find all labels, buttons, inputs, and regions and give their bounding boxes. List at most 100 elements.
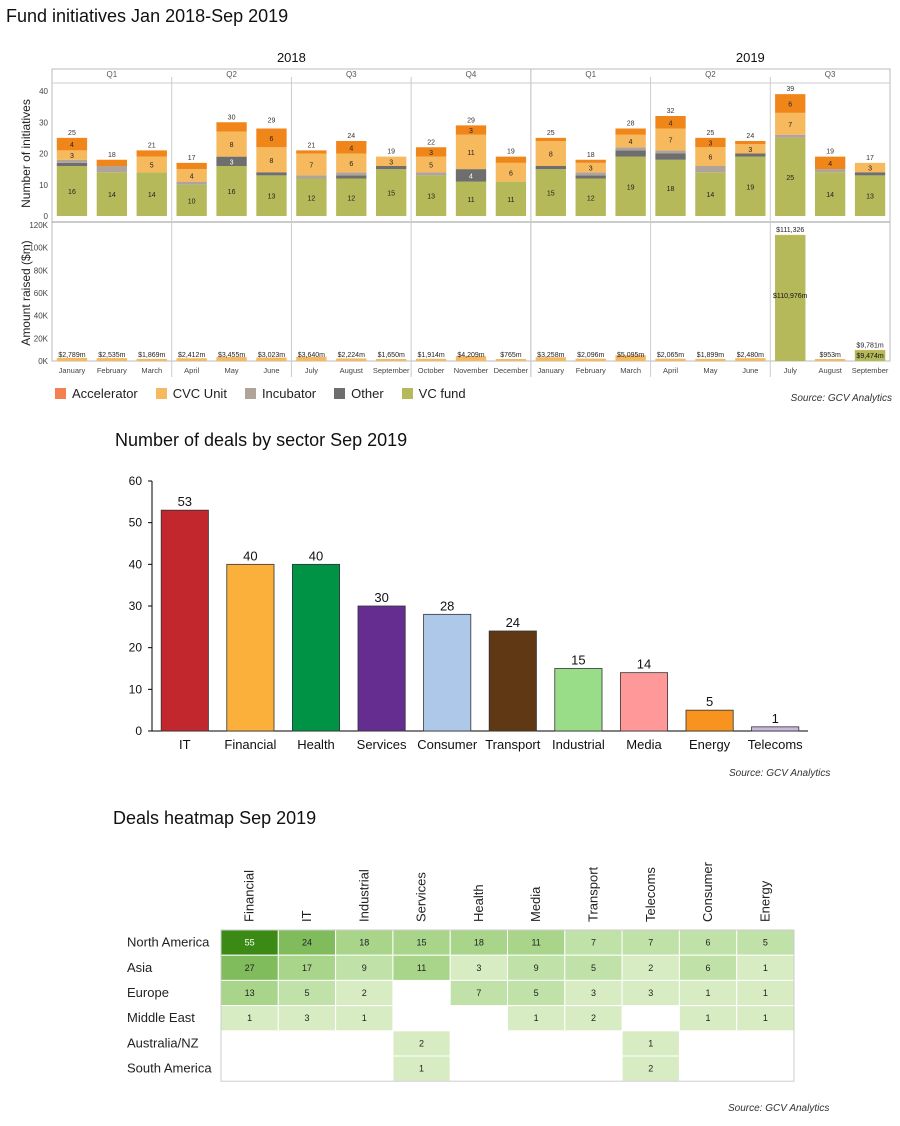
heatmap-cell [678,954,738,981]
amount-label: $3,640m [298,352,325,359]
vc-amount-label: $110,976m [773,293,808,300]
heatmap-cell [449,979,509,1007]
heatmap-cell [278,1030,336,1056]
bar-segment-accelerator [336,141,367,154]
segment-label: 8 [230,142,234,149]
x-tick-month: September [373,366,410,375]
bar-segment-other [376,166,407,170]
x-tick-month: December [494,366,529,375]
segment-label: 3 [708,141,712,148]
x-tick-month: August [340,366,364,375]
amount-bar [256,357,287,361]
heatmap-cell-value: 3 [591,988,596,998]
heatmap-cell [392,1005,451,1031]
bar-segment-cvc-unit [415,156,447,173]
x-tick-month: June [263,366,279,375]
y-tick-label: 10 [129,682,143,696]
heatmap-cell-value: 2 [419,1038,424,1048]
bar-value-label: 30 [374,590,388,605]
total-label: 19 [826,149,834,156]
heatmap-cell [335,1005,394,1032]
heatmap-cell [621,1030,680,1057]
heatmap-cell-value: 2 [648,1064,653,1074]
bar-segment-other [655,153,686,160]
sector-bar-industrial [554,668,603,732]
heatmap-cell-value: 3 [304,1013,309,1023]
heatmap-cell [450,1005,508,1031]
segment-label: 7 [669,137,673,144]
bar-segment-accelerator [455,125,487,135]
segment-label: 12 [587,195,595,202]
total-label: 32 [667,108,675,115]
amount-bar [615,355,646,361]
amount-bar [336,358,367,361]
quarter-label: Q3 [346,70,357,79]
segment-label: 14 [148,192,156,199]
bar-segment-cvc-unit [535,141,566,166]
bar-value-label: 14 [637,657,651,672]
x-tick-label: Health [297,737,335,752]
bar-segment-vc-fund [415,175,447,216]
bar-segment-incubator [415,172,447,176]
amount-bar [655,358,686,361]
bar-segment-vc-fund [56,166,88,216]
bar-segment-accelerator [735,141,766,145]
year-label: 2018 [277,50,306,65]
bar-segment-accelerator [814,156,846,170]
heatmap-cell [621,979,680,1007]
total-label: 39 [786,86,794,93]
segment-label: 11 [507,197,514,204]
heatmap-cell [564,1056,623,1082]
bar-segment-vc-fund [575,178,606,216]
bar-segment-vc-fund [296,178,327,216]
bar-segment-cvc-unit [655,128,686,151]
y-tick-label: 60 [129,474,143,488]
amount-label: $4,209m [457,352,484,359]
bar-segment-vc-fund [695,172,726,216]
heatmap-cell-value: 2 [362,988,367,998]
segment-label: 3 [589,166,593,173]
legend-swatch [244,388,256,399]
bar-segment-cvc-unit [455,134,487,170]
total-label: 18 [587,152,595,159]
x-tick-label: Transport [485,737,541,752]
heatmap-row-label: Asia [127,960,153,975]
heatmap-cell-value: 1 [706,1013,711,1023]
heatmap-column-label: Industrial [356,869,371,922]
bar-segment-vc-fund [176,184,207,216]
heatmap-cell-value: 13 [245,988,255,998]
heatmap-cell-value: 5 [304,988,309,998]
y-tick-label: 20 [129,641,143,655]
amount-bar [296,356,327,361]
amount-bar-vc [854,350,886,361]
heatmap-cell-value: 2 [648,963,653,973]
bar-segment-vc-fund [535,169,566,216]
amount-label: $2,065m [657,352,684,359]
deals-heatmap: Financial IT Industrial Services Health Media… [127,861,795,1082]
heatmap-cell-value: 5 [534,988,539,998]
heatmap-cell-value: 24 [302,938,312,948]
segment-label: 11 [467,150,474,157]
heatmap-cell-value: 1 [362,1013,367,1023]
heatmap-cell-value: 7 [591,938,596,948]
bar-segment-other [854,172,886,176]
bar-segment-vc-fund [336,178,367,216]
y-tick-top: 0 [44,212,49,221]
amount-bar-vc [775,235,806,361]
amount-bar [455,356,487,361]
bar-segment-incubator [814,169,846,173]
bar-segment-accelerator [176,162,207,170]
heatmap-cell-value: 6 [706,938,711,948]
heatmap-row-label: Europe [127,985,169,1000]
bar-segment-cvc-unit [695,147,726,166]
heatmap-cell-value: 9 [362,963,367,973]
bar-segment-vc-fund [216,166,247,216]
bar-segment-other [216,156,247,166]
x-tick-month: July [784,366,798,375]
total-label: 25 [547,130,555,137]
bar-segment-accelerator [695,137,726,148]
heatmap-cell [679,1056,737,1082]
heatmap-column-label: Media [528,886,543,922]
legend-label: Accelerator [72,386,138,401]
chart2-source: Source: GCV Analytics [729,768,831,779]
